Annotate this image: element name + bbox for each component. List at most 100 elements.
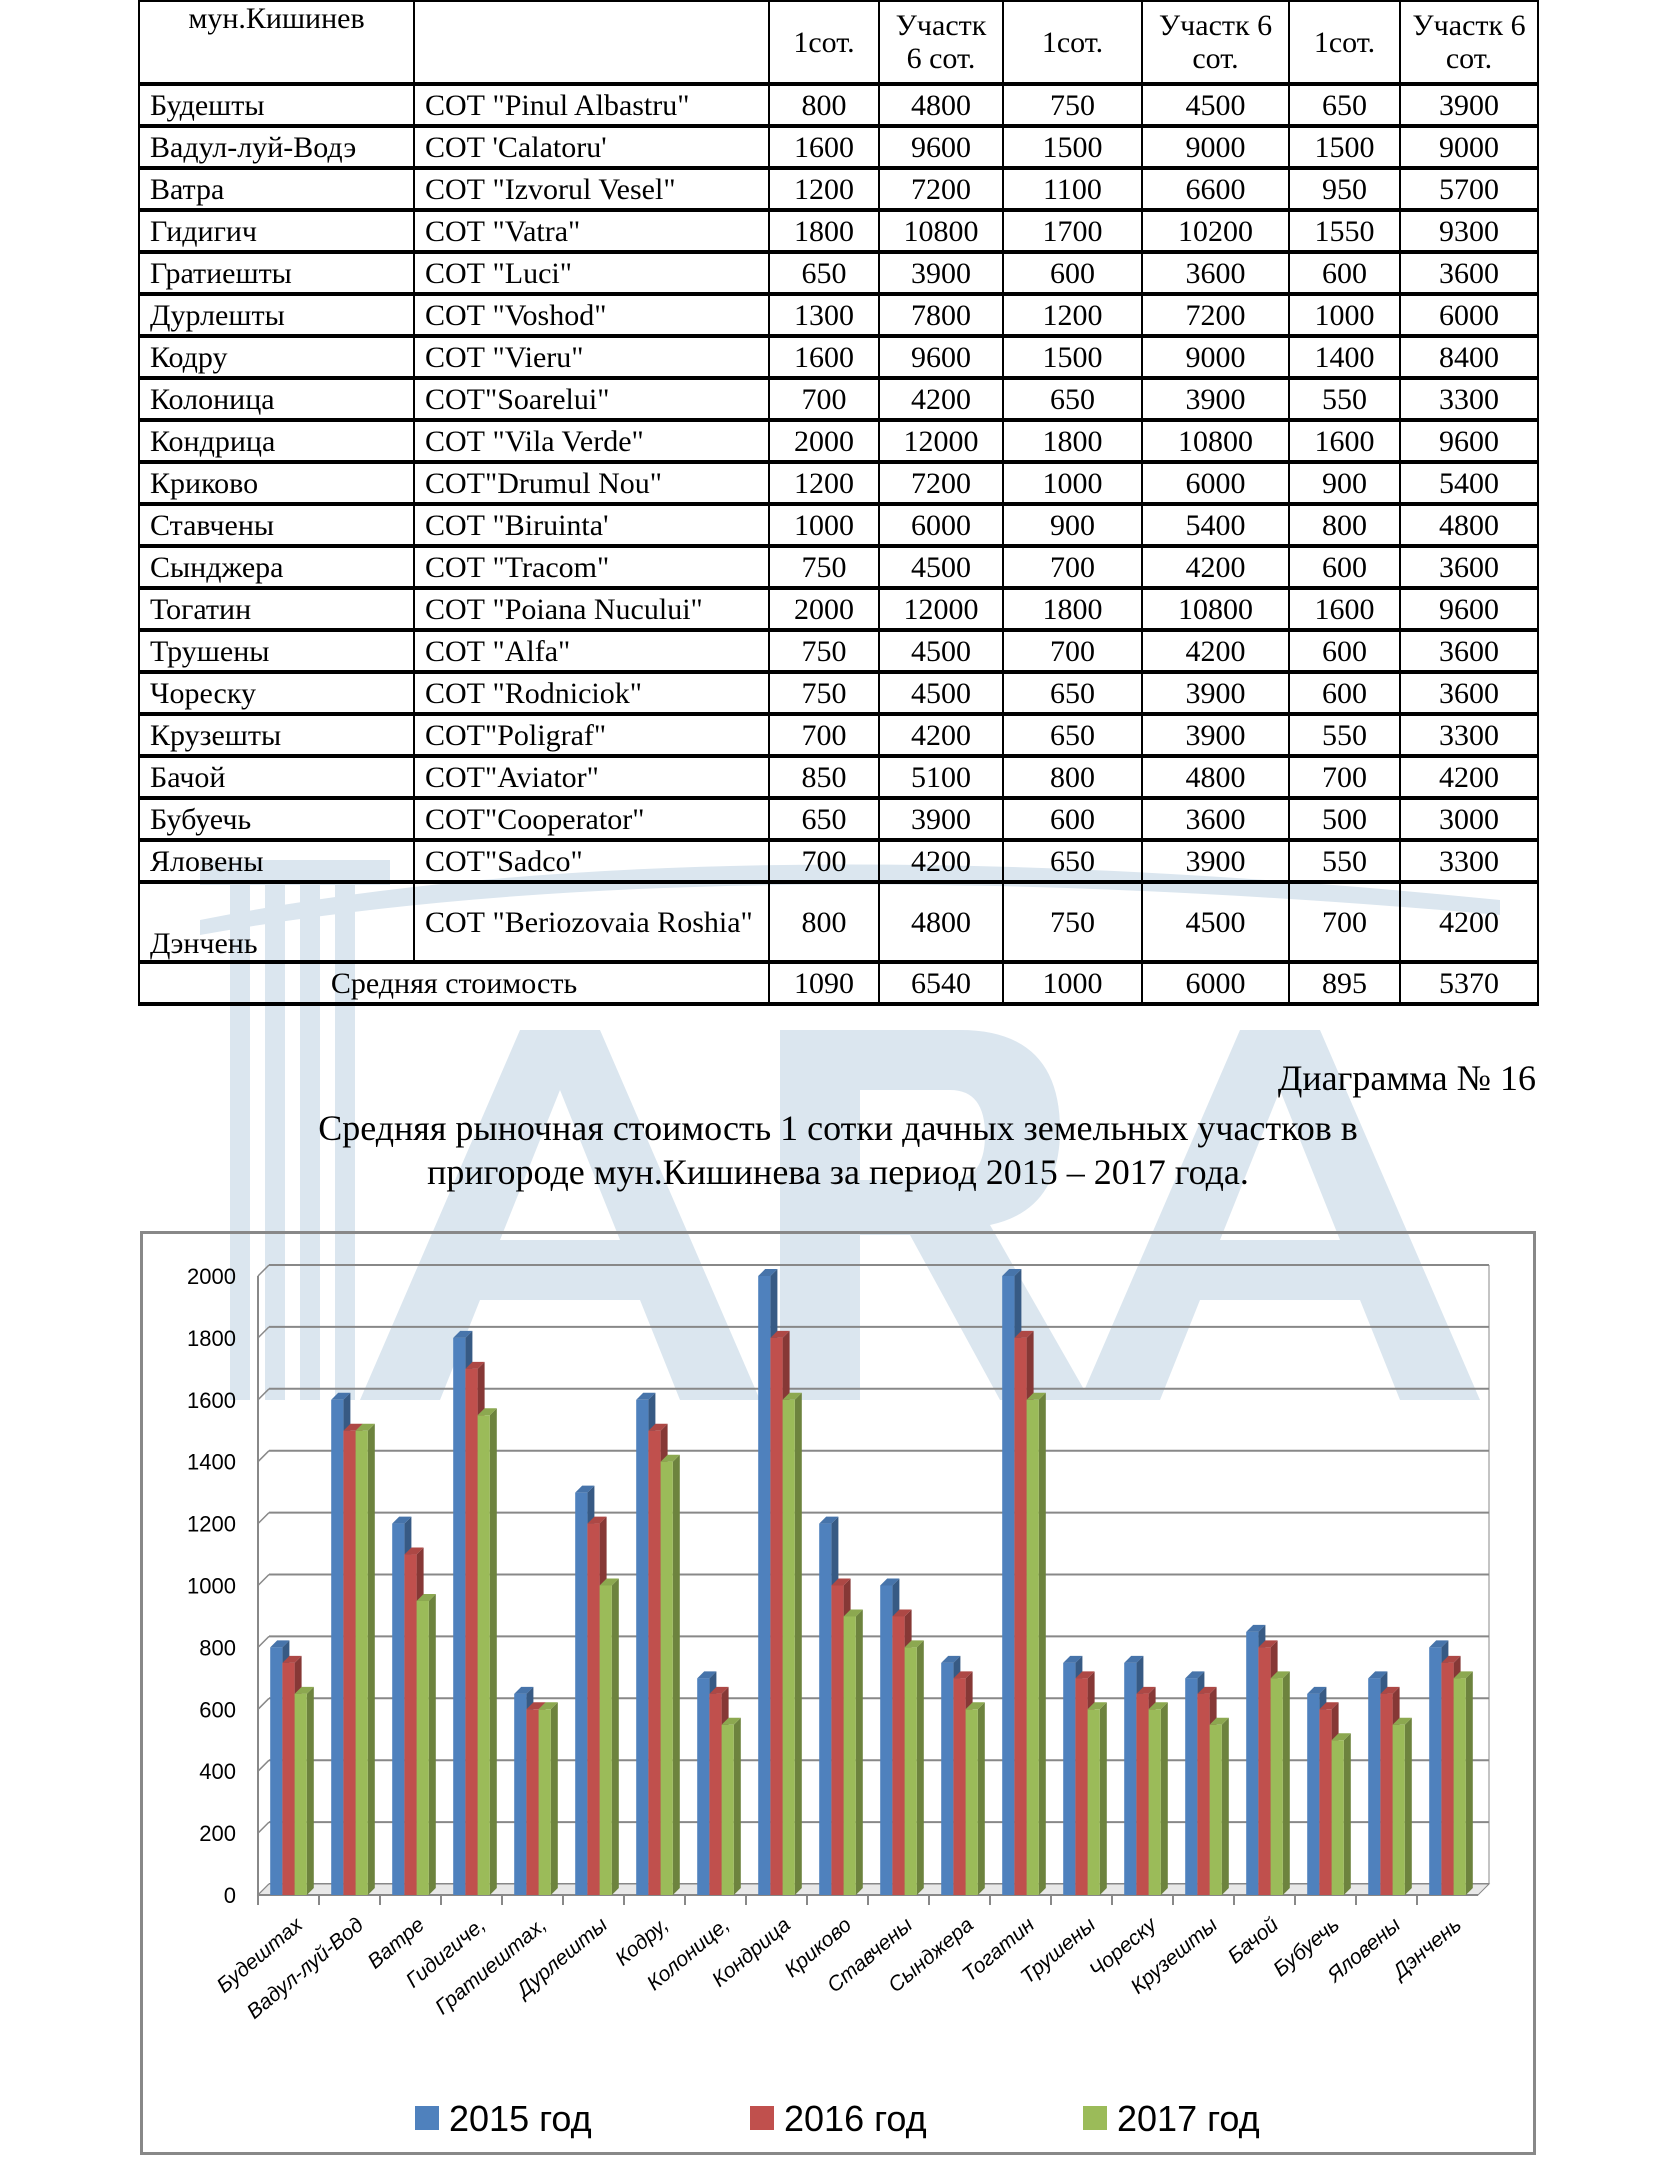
bar-side [428, 1593, 436, 1895]
bar-2015-год [575, 1492, 588, 1895]
price-cell: 3600 [1399, 251, 1539, 296]
price-cell: 10800 [878, 209, 1004, 254]
price-cell: 4500 [878, 545, 1004, 590]
header-cell: мун.Кишинев [138, 0, 415, 86]
bar-top [392, 1516, 412, 1524]
bar-top [465, 1361, 485, 1369]
bar-2016-год [648, 1430, 661, 1895]
bar-2016-год [1319, 1709, 1332, 1895]
bar-top [880, 1578, 900, 1586]
price-cell: 750 [1002, 83, 1143, 128]
price-cell: 1550 [1288, 209, 1401, 254]
price-cell: 6000 [1141, 461, 1290, 506]
bar-2016-год [1380, 1693, 1393, 1895]
price-cell: 3900 [1399, 83, 1539, 128]
price-cell: 9000 [1141, 125, 1290, 170]
bar-top [477, 1408, 497, 1416]
table-header-row: мун.Кишинев 1сот. Участк 6 сот. 1сот. Участк… [138, 0, 1539, 86]
diagram-title: Средняя рыночная стоимость 1 сотки дачны… [138, 1106, 1538, 1194]
price-cell: 3600 [1141, 251, 1290, 296]
price-cell: 700 [768, 713, 880, 758]
bar-side [1343, 1733, 1351, 1895]
association-cell: СОТ 'Calatoru' [413, 125, 770, 170]
price-cell: 650 [1002, 713, 1143, 758]
bar-2015-год [1002, 1276, 1015, 1895]
price-cell: 3300 [1399, 377, 1539, 422]
bar-top [282, 1655, 302, 1663]
bar-top [1063, 1655, 1083, 1663]
bar-2017-год [904, 1647, 917, 1895]
price-cell: 5100 [878, 755, 1004, 800]
bar-2017-год [1453, 1678, 1466, 1895]
bar-2015-год [392, 1523, 405, 1895]
price-cell: 700 [1288, 881, 1401, 964]
header-cell: 1сот. [1288, 0, 1401, 86]
association-cell: СОТ "Vatra" [413, 209, 770, 254]
price-cell: 7200 [878, 167, 1004, 212]
price-cell: 9000 [1399, 125, 1539, 170]
bar-top [1380, 1686, 1400, 1694]
locality-cell: Колоница [138, 377, 415, 422]
bar-side [916, 1640, 924, 1895]
bar-2017-год [294, 1693, 307, 1895]
price-cell: 800 [1288, 503, 1401, 548]
price-cell: 1000 [1288, 293, 1401, 338]
bar-2016-год [1014, 1337, 1027, 1895]
locality-cell: Тогатин [138, 587, 415, 632]
locality-cell: Трушены [138, 629, 415, 674]
table-row: Криково СОТ"Drumul Nou" 1200 7200 1000 6000 90… [138, 461, 1539, 506]
price-cell: 4800 [1141, 755, 1290, 800]
locality-cell: Гратиешты [138, 251, 415, 296]
price-cell: 1400 [1288, 335, 1401, 380]
bar-2017-год [1087, 1709, 1100, 1895]
association-cell: СОТ"Cooperator" [413, 797, 770, 842]
bar-2017-год [1392, 1724, 1405, 1895]
bar-2017-год [1331, 1740, 1344, 1895]
y-tick-label: 1600 [187, 1388, 236, 1413]
diagram-caption: Диаграмма № 16 [1277, 1058, 1536, 1098]
price-cell: 3900 [1141, 671, 1290, 716]
bar-2016-год [587, 1523, 600, 1895]
bar-2016-год [709, 1693, 722, 1895]
bar-2016-год [465, 1368, 478, 1895]
gridline-depth [257, 1450, 270, 1463]
bar-top [1197, 1686, 1217, 1694]
bar-top [1014, 1330, 1034, 1338]
bar-top [819, 1516, 839, 1524]
price-cell: 3300 [1399, 839, 1539, 884]
locality-cell: Чореску [138, 671, 415, 716]
table-row: Вадул-луй-Водэ СОТ 'Calatoru' 1600 9600 1500… [138, 125, 1539, 170]
bar-side [367, 1423, 375, 1895]
watermark-column-flute [230, 880, 250, 1400]
price-cell: 650 [1002, 671, 1143, 716]
bar-top [416, 1593, 436, 1601]
price-cell: 650 [1002, 839, 1143, 884]
bar-top [1368, 1671, 1388, 1679]
price-cell: 4500 [1141, 83, 1290, 128]
bar-top [404, 1547, 424, 1555]
watermark-column-flute [335, 880, 355, 1400]
price-cell: 1200 [768, 461, 880, 506]
price-cell: 4200 [878, 839, 1004, 884]
bar-top [514, 1686, 534, 1694]
price-cell: 1300 [768, 293, 880, 338]
locality-cell: Крузешты [138, 713, 415, 758]
locality-cell: Дурлешты [138, 293, 415, 338]
bar-2017-год [477, 1415, 490, 1895]
price-cell: 600 [1288, 545, 1401, 590]
bar-2016-год [404, 1554, 417, 1895]
locality-cell: Вадул-луй-Водэ [138, 125, 415, 170]
locality-cell: Кодру [138, 335, 415, 380]
bar-2016-год [892, 1616, 905, 1895]
bar-top [843, 1609, 863, 1617]
price-cell: 700 [1288, 755, 1401, 800]
price-cell: 3600 [1399, 545, 1539, 590]
price-cell: 4200 [1399, 755, 1539, 800]
bar-2016-год [526, 1709, 539, 1895]
table-row: Гидигич СОТ "Vatra" 1800 10800 1700 10200 1550… [138, 209, 1539, 254]
legend-swatch-2015-год [415, 2106, 439, 2130]
bar-top [1258, 1640, 1278, 1648]
price-cell: 4800 [1399, 503, 1539, 548]
bar-2016-год [343, 1430, 356, 1895]
price-cell: 1500 [1002, 335, 1143, 380]
